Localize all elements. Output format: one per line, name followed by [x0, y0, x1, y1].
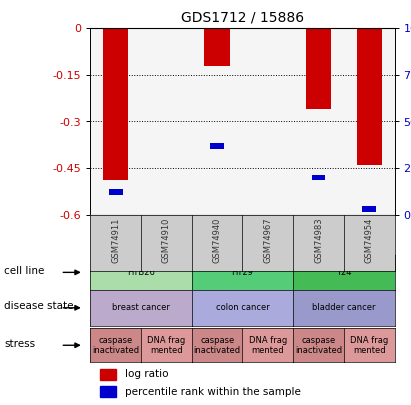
Bar [109, 190, 123, 195]
Bar [362, 206, 376, 212]
Text: log ratio: log ratio [125, 369, 169, 379]
Text: T24: T24 [336, 268, 352, 277]
Text: GSM74983: GSM74983 [314, 217, 323, 263]
Text: bladder cancer: bladder cancer [312, 303, 376, 312]
Text: HT29: HT29 [231, 268, 254, 277]
Text: GSM74967: GSM74967 [263, 217, 272, 263]
Text: GSM74940: GSM74940 [212, 217, 222, 263]
Text: caspase
inactivated: caspase inactivated [295, 336, 342, 355]
Text: stress: stress [4, 339, 35, 349]
Bar [205, 28, 230, 66]
Text: DNA frag
mented: DNA frag mented [350, 336, 388, 355]
Bar [356, 28, 382, 165]
Bar [99, 386, 116, 397]
Bar [210, 143, 224, 149]
Text: HTB26: HTB26 [127, 268, 155, 277]
Bar [306, 28, 331, 109]
Text: cell line: cell line [4, 266, 45, 276]
Bar [103, 28, 128, 181]
Text: DNA frag
mented: DNA frag mented [147, 336, 186, 355]
Text: colon cancer: colon cancer [216, 303, 269, 312]
Text: caspase
inactivated: caspase inactivated [92, 336, 139, 355]
Text: DNA frag
mented: DNA frag mented [249, 336, 287, 355]
Text: GSM74910: GSM74910 [162, 217, 171, 263]
Text: caspase
inactivated: caspase inactivated [194, 336, 241, 355]
Title: GDS1712 / 15886: GDS1712 / 15886 [181, 11, 304, 24]
Text: GSM74954: GSM74954 [365, 217, 374, 263]
Bar [312, 175, 326, 180]
Bar [99, 369, 116, 380]
Text: percentile rank within the sample: percentile rank within the sample [125, 387, 301, 397]
Text: GSM74911: GSM74911 [111, 217, 120, 263]
Text: breast cancer: breast cancer [112, 303, 170, 312]
Text: disease state: disease state [4, 301, 74, 311]
